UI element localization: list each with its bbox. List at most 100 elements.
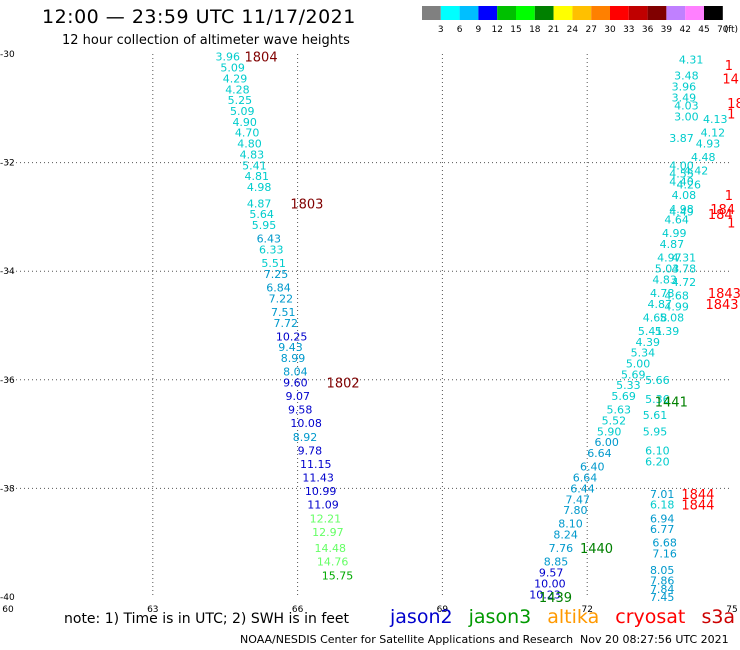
wave-height-point: 4.08 — [672, 189, 697, 202]
wave-height-point: 5.39 — [655, 325, 680, 338]
wave-height-point: 4.98 — [669, 203, 694, 216]
color-swatch — [685, 6, 704, 20]
color-scale-label: 70 — [717, 25, 729, 34]
wave-height-point: 5.34 — [631, 347, 656, 360]
wave-height-point: 7.51 — [271, 306, 296, 319]
wave-height-point: 10.08 — [290, 417, 322, 430]
wave-height-point: 9.60 — [283, 377, 308, 390]
time-label: 1844 — [681, 488, 714, 503]
wave-height-point: 6.68 — [652, 537, 677, 550]
wave-height-point: 5.90 — [597, 425, 622, 438]
wave-height-point: 6.94 — [650, 512, 675, 525]
wave-height-point: 8.92 — [293, 431, 318, 444]
time-label: 14 — [722, 72, 739, 87]
wave-height-point: 8.24 — [553, 529, 578, 542]
time-label: 1441 — [655, 396, 688, 411]
color-scale-label: 15 — [510, 25, 521, 34]
wave-height-point: 6.00 — [594, 436, 619, 449]
wave-height-point: 10.99 — [305, 485, 337, 498]
wave-height-point: 4.49 — [669, 205, 694, 218]
wave-height-point: 5.33 — [616, 379, 641, 392]
wave-height-point: 4.90 — [232, 116, 257, 129]
wave-height-point: 5.64 — [249, 208, 273, 221]
wave-height-point: 5.09 — [230, 105, 255, 118]
y-tick-label: -34 — [0, 267, 15, 277]
wave-height-point: 5.69 — [621, 368, 646, 381]
wave-height-point: 4.28 — [225, 83, 250, 96]
wave-height-point: 5.69 — [611, 390, 636, 403]
color-swatch — [610, 6, 629, 20]
color-scale-label: 27 — [585, 25, 596, 34]
track-time-labels: 1804180318021440143914411141811841841843… — [245, 51, 740, 606]
axis-tick-labels: 60 63 66 69 72 75 -30 -32 -34 -36 -38 -40 — [0, 50, 738, 615]
wave-height-point: 4.00 — [669, 159, 694, 172]
wave-height-point: 3.96 — [672, 81, 697, 94]
time-label: 1843 — [705, 298, 738, 313]
wave-height-point: 5.66 — [645, 374, 670, 387]
wave-height-point: 4.31 — [672, 252, 697, 265]
wave-height-point: 3.87 — [669, 132, 694, 145]
color-swatch — [534, 6, 554, 20]
color-swatch — [478, 6, 498, 20]
color-swatch — [553, 6, 573, 20]
wave-height-point: 4.97 — [657, 252, 682, 265]
wave-height-point: 12.21 — [310, 512, 342, 525]
color-swatch — [572, 6, 592, 20]
time-label: 1 — [727, 108, 735, 123]
footer-credit: NOAA/NESDIS Center for Satellite Applica… — [240, 633, 574, 646]
wave-height-point: 4.83 — [652, 273, 677, 286]
wave-height-point: 7.86 — [650, 575, 675, 588]
color-scale-label: 24 — [567, 25, 579, 34]
wave-height-point: 4.87 — [648, 298, 673, 311]
wave-height-point: 4.03 — [674, 100, 699, 113]
color-scale-bar: 3 6 9 12 15 18 21 24 27 30 33 36 39 42 45 70(ft) — [422, 6, 738, 34]
wave-height-point: 6.33 — [259, 243, 284, 256]
page-subtitle: 12 hour collection of altimeter wave hei… — [62, 33, 350, 48]
wave-height-point: 4.80 — [237, 138, 262, 151]
wave-height-point: 7.45 — [650, 591, 675, 604]
wave-height-point: 5.51 — [261, 257, 286, 270]
wave-height-point: 7.47 — [565, 493, 590, 506]
wave-height-point: 4.98 — [247, 181, 271, 194]
time-label: 1 — [727, 216, 735, 231]
y-tick-label: -38 — [0, 484, 15, 494]
wave-height-point: 5.25 — [228, 94, 253, 107]
wave-height-point: 4.93 — [696, 138, 721, 151]
color-scale-label: 3 — [438, 25, 444, 34]
wave-height-point: 9.43 — [278, 341, 303, 354]
wave-height-point: 7.72 — [273, 317, 298, 330]
wave-height-point: 6.84 — [266, 281, 291, 294]
color-scale-label: 6 — [457, 25, 463, 34]
color-swatch — [422, 6, 441, 20]
wave-height-point: 8.04 — [283, 366, 308, 379]
x-tick-label: 72 — [581, 605, 592, 615]
wave-height-point: 7.16 — [652, 548, 677, 561]
wave-height-point: 4.81 — [245, 170, 269, 183]
wave-height-point: 4.31 — [679, 53, 704, 66]
wave-height-point: 11.43 — [302, 472, 334, 485]
wave-height-point: 4.87 — [660, 238, 685, 251]
wave-height-points: 3.965.094.294.285.255.094.904.704.804.83… — [216, 51, 728, 604]
color-swatch — [666, 6, 686, 20]
wave-height-point: 4.72 — [672, 276, 697, 289]
wave-height-point: 4.40 — [669, 176, 694, 189]
wave-height-point: 9.78 — [298, 444, 323, 457]
wave-height-point: 12.97 — [312, 526, 344, 539]
legend-item-s3a: s3a — [701, 606, 736, 628]
wave-height-point: 11.15 — [300, 458, 332, 471]
wave-height-point: 10.25 — [276, 330, 308, 343]
legend-item-jason2: jason2 — [390, 606, 453, 628]
wave-height-point: 4.64 — [664, 214, 689, 227]
wave-height-point: 9.57 — [539, 567, 564, 580]
wave-height-point: 4.42 — [684, 165, 709, 178]
time-label: 184 — [710, 203, 735, 218]
color-swatch — [440, 6, 460, 20]
color-swatch — [647, 6, 667, 20]
color-scale-label: 18 — [529, 25, 541, 34]
wave-height-point: 10.00 — [534, 577, 566, 590]
color-swatch — [459, 6, 479, 20]
time-label: 1439 — [539, 591, 572, 606]
y-tick-label: -36 — [0, 376, 15, 386]
wave-height-point: 15.75 — [322, 569, 354, 582]
